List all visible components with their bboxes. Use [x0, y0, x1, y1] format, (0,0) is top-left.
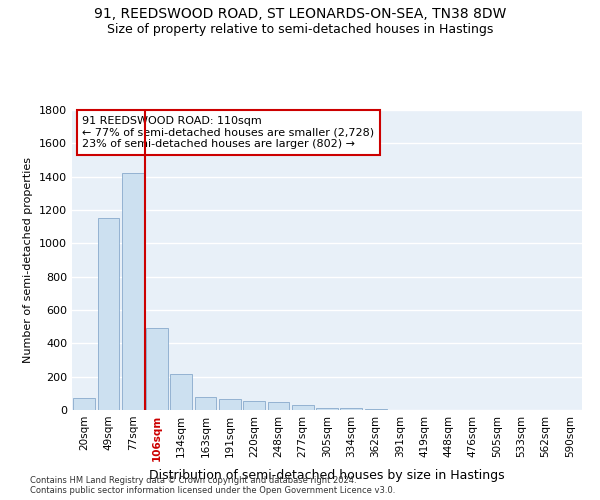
Bar — [73, 398, 95, 410]
Bar — [194, 396, 217, 410]
Bar — [122, 174, 143, 410]
Bar — [170, 374, 192, 410]
Bar — [243, 401, 265, 410]
Bar — [219, 399, 241, 410]
X-axis label: Distribution of semi-detached houses by size in Hastings: Distribution of semi-detached houses by … — [149, 470, 505, 482]
Y-axis label: Number of semi-detached properties: Number of semi-detached properties — [23, 157, 34, 363]
Bar — [268, 402, 289, 410]
Bar — [365, 409, 386, 410]
Bar — [292, 405, 314, 410]
Bar — [316, 408, 338, 410]
Text: 91 REEDSWOOD ROAD: 110sqm
← 77% of semi-detached houses are smaller (2,728)
23% : 91 REEDSWOOD ROAD: 110sqm ← 77% of semi-… — [82, 116, 374, 149]
Text: 91, REEDSWOOD ROAD, ST LEONARDS-ON-SEA, TN38 8DW: 91, REEDSWOOD ROAD, ST LEONARDS-ON-SEA, … — [94, 8, 506, 22]
Text: Size of property relative to semi-detached houses in Hastings: Size of property relative to semi-detach… — [107, 22, 493, 36]
Bar — [340, 408, 362, 410]
Text: Contains HM Land Registry data © Crown copyright and database right 2024.
Contai: Contains HM Land Registry data © Crown c… — [30, 476, 395, 495]
Bar — [146, 328, 168, 410]
Bar — [97, 218, 119, 410]
